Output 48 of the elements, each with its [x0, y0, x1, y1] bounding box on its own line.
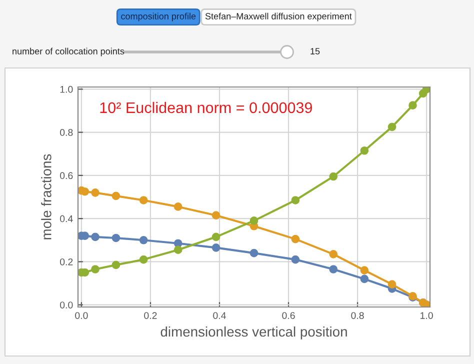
annotation: 10² Euclidean norm = 0.000039 [100, 102, 312, 114]
point [139, 255, 148, 264]
y-tick-label: 0.2 [60, 258, 73, 266]
point [360, 146, 369, 155]
y-tick-label: 0.4 [60, 215, 73, 222]
point [291, 234, 300, 244]
point [212, 211, 220, 220]
point [91, 265, 100, 274]
point [112, 192, 120, 200]
point [360, 266, 369, 274]
point [388, 122, 396, 132]
x-tick-label: 0.6 [282, 312, 295, 319]
text: number of collocation points [12, 48, 124, 56]
y-tick-label: 0.6 [60, 172, 73, 180]
x-tick-label: 1.0 [420, 312, 433, 319]
x-tick-label: 0.4 [213, 312, 226, 319]
y-tick-label: 0.0 [60, 302, 73, 308]
point [212, 232, 220, 242]
point [291, 255, 300, 264]
text: composition profile [121, 12, 196, 22]
point [329, 172, 338, 181]
x-tick-label: 0.0 [75, 312, 88, 319]
point [422, 87, 430, 94]
y-tick-label: 0.8 [60, 129, 73, 136]
text: Stefan–Maxwell diffusion experiment [205, 12, 352, 22]
point [139, 236, 148, 244]
point [388, 280, 396, 289]
point [112, 234, 120, 242]
point [91, 232, 100, 242]
point [250, 248, 258, 258]
point [360, 274, 369, 284]
point [174, 246, 182, 254]
point [91, 188, 100, 197]
point [291, 196, 300, 204]
point [408, 101, 417, 110]
point [212, 244, 220, 252]
x-axis-title: dimensionless vertical position [160, 326, 347, 340]
x-tick-label: 0.8 [351, 312, 364, 319]
point [329, 250, 338, 258]
point [112, 260, 120, 270]
y-tick-label: 1.0 [60, 86, 73, 93]
text: 15 [310, 48, 320, 54]
point [139, 196, 148, 204]
x-tick-label: 0.2 [144, 312, 157, 319]
y-axis-title: mole fractions [41, 154, 52, 240]
point [329, 265, 338, 274]
point [174, 202, 182, 211]
point [250, 216, 258, 225]
